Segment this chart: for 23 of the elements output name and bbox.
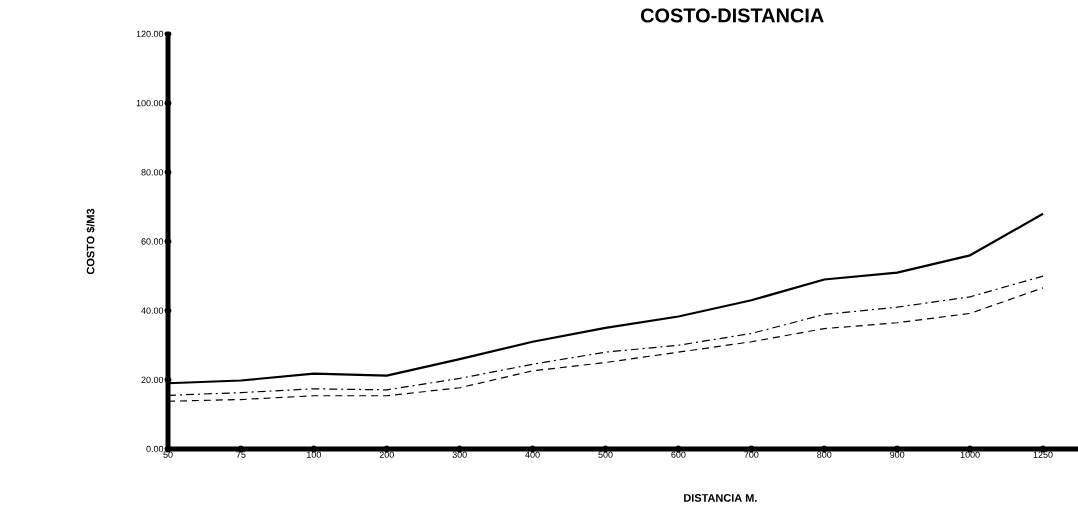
- chart-title: COSTO-DISTANCIA: [640, 8, 824, 23]
- x-tick-label: 700: [744, 451, 759, 458]
- y-tick-label: 0.00: [146, 445, 164, 453]
- x-axis-title: DISTANCIA M.: [684, 494, 757, 502]
- x-tick-label: 400: [525, 451, 540, 458]
- x-tick-label: 75: [236, 451, 246, 458]
- x-tick-label: 900: [890, 451, 905, 458]
- y-tick-label: 20.00: [141, 376, 164, 383]
- x-tick-label: 1000: [960, 451, 980, 458]
- y-tick-label: 120.00: [136, 30, 164, 38]
- y-tick-label: 60.00: [141, 238, 164, 245]
- x-tick-label: 500: [598, 451, 613, 458]
- x-tick-label: 800: [817, 451, 832, 458]
- y-tick-label: 100.00: [136, 99, 164, 107]
- y-axis-title: COSTO $/M3: [86, 208, 96, 275]
- x-tick-label: 600: [671, 451, 686, 458]
- y-tick-label: 80.00: [141, 169, 164, 176]
- x-tick-label: 300: [452, 451, 467, 458]
- x-tick-label: 1250: [1033, 451, 1053, 458]
- x-tick-label: 50: [163, 451, 173, 458]
- x-tick-label: 100: [307, 451, 321, 458]
- y-tick-label: 40.00: [141, 307, 164, 314]
- x-tick-label: 200: [379, 451, 394, 458]
